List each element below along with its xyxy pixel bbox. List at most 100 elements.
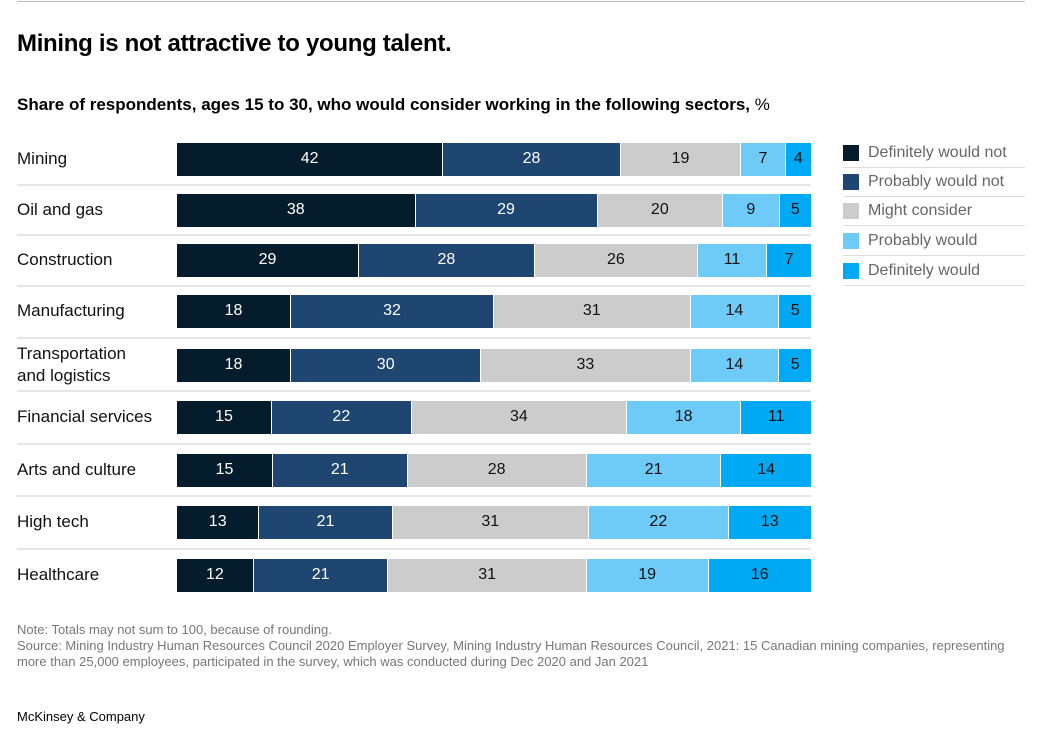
- legend-item: Definitely would: [843, 256, 1025, 286]
- row-divider: [17, 547, 811, 550]
- note-text: Note: Totals may not sum to 100, because…: [17, 622, 332, 637]
- bar-segment: 21: [586, 453, 722, 487]
- legend-swatch: [843, 144, 859, 161]
- data-label: 29: [258, 251, 277, 268]
- data-label: 22: [332, 408, 351, 425]
- bar-segment: 16: [708, 558, 811, 592]
- data-label: 33: [576, 356, 595, 373]
- data-label: 5: [790, 356, 800, 373]
- bar-segment: 12: [177, 558, 254, 592]
- data-label: 21: [316, 513, 335, 530]
- bar-segment: 29: [415, 193, 598, 227]
- bar-segment: 18: [177, 348, 292, 382]
- bar-segment: 15: [177, 453, 274, 487]
- row-divider: [17, 495, 811, 497]
- legend-label: Definitely would not: [868, 143, 1007, 161]
- data-label: 5: [790, 302, 800, 319]
- data-label: 19: [638, 566, 657, 583]
- legend-item: Probably would: [843, 226, 1025, 256]
- data-label: 21: [330, 461, 349, 478]
- bar-segment: 33: [481, 348, 691, 382]
- unit: %: [754, 95, 770, 114]
- bar-segment: 28: [407, 453, 587, 487]
- bar-segment: 19: [586, 558, 709, 592]
- bar-segment: 9: [723, 193, 780, 227]
- data-label: 14: [725, 302, 744, 319]
- data-label: 7: [784, 251, 794, 268]
- bar-segment: 42: [177, 142, 444, 176]
- data-label: 21: [311, 566, 330, 583]
- data-label: 20: [650, 201, 669, 218]
- bar-segment: 14: [721, 453, 811, 487]
- data-label: 5: [790, 201, 800, 218]
- data-label: 7: [758, 150, 768, 167]
- bar-segment: 21: [273, 453, 408, 487]
- bar-segment: 5: [779, 294, 811, 328]
- bar-segment: 5: [779, 348, 811, 382]
- data-label: 16: [750, 566, 769, 583]
- bar-segment: 32: [291, 294, 494, 328]
- bar-segment: 11: [741, 400, 811, 434]
- data-label: 29: [497, 201, 515, 218]
- data-label: 26: [607, 251, 625, 268]
- category-label: Construction: [17, 250, 113, 269]
- row-divider: [17, 284, 811, 287]
- bar-segment: 30: [291, 348, 482, 382]
- top-rule: [17, 1, 1025, 2]
- bar-segment: 15: [177, 400, 273, 434]
- data-label: 13: [760, 513, 779, 530]
- data-label: 18: [224, 302, 243, 319]
- row-divider: [17, 337, 811, 339]
- chart-title: Mining is not attractive to young talent…: [17, 30, 452, 57]
- legend-swatch: [843, 173, 859, 190]
- data-label: 31: [481, 513, 500, 530]
- row-divider: [17, 183, 811, 186]
- data-label: 15: [215, 461, 234, 478]
- data-label: 28: [437, 251, 456, 268]
- bar-segment: 31: [392, 505, 590, 539]
- data-label: 22: [649, 513, 668, 530]
- bar-segment: 29: [177, 243, 360, 277]
- bar-segment: 21: [253, 558, 389, 592]
- bar-segment: 28: [359, 243, 535, 277]
- data-label: 32: [383, 302, 401, 319]
- data-label: 12: [206, 566, 224, 583]
- data-label: 11: [767, 408, 785, 425]
- bar-segment: 19: [620, 142, 742, 176]
- bar-segment: 34: [411, 400, 628, 434]
- legend-label: Definitely would: [868, 261, 981, 279]
- chart-subtitle: Share of respondents, ages 15 to 30, who…: [17, 95, 770, 115]
- bar-segment: 21: [259, 505, 393, 539]
- bar-segment: 22: [272, 400, 412, 434]
- category-label: Arts and culture: [17, 460, 137, 479]
- category-label: Manufacturing: [17, 301, 125, 320]
- bar-segment: 18: [177, 294, 292, 328]
- row-divider: [17, 390, 811, 392]
- row-divider: [17, 442, 811, 445]
- legend-label: Probably would not: [868, 172, 1005, 190]
- bar-segment: 14: [690, 348, 780, 382]
- bar-segment: 26: [534, 243, 698, 277]
- legend-item: Might consider: [843, 196, 1025, 226]
- category-label: Oil and gas: [17, 200, 103, 219]
- bar-segment: 20: [597, 193, 724, 227]
- data-label: 38: [286, 201, 305, 218]
- data-label: 9: [746, 201, 756, 218]
- bar-segment: 28: [443, 142, 621, 176]
- data-label: 28: [487, 461, 506, 478]
- data-label: 31: [478, 566, 496, 583]
- category-label: Financial services: [17, 407, 153, 426]
- category-label: High tech: [17, 512, 89, 531]
- data-label: 28: [522, 150, 541, 167]
- source-text: Source: Mining Industry Human Resources …: [17, 638, 1005, 669]
- row-divider: [17, 234, 811, 236]
- legend-label: Might consider: [868, 201, 973, 219]
- category-label: Mining: [17, 149, 68, 168]
- data-label: 30: [376, 356, 395, 373]
- bar-segment: 14: [690, 294, 780, 328]
- subtitle-text: Share of respondents, ages 15 to 30, who…: [17, 95, 751, 114]
- footnote: Note: Totals may not sum to 100, because…: [17, 622, 1007, 670]
- bar-segment: 31: [388, 558, 587, 592]
- bar-segment: 22: [589, 505, 729, 539]
